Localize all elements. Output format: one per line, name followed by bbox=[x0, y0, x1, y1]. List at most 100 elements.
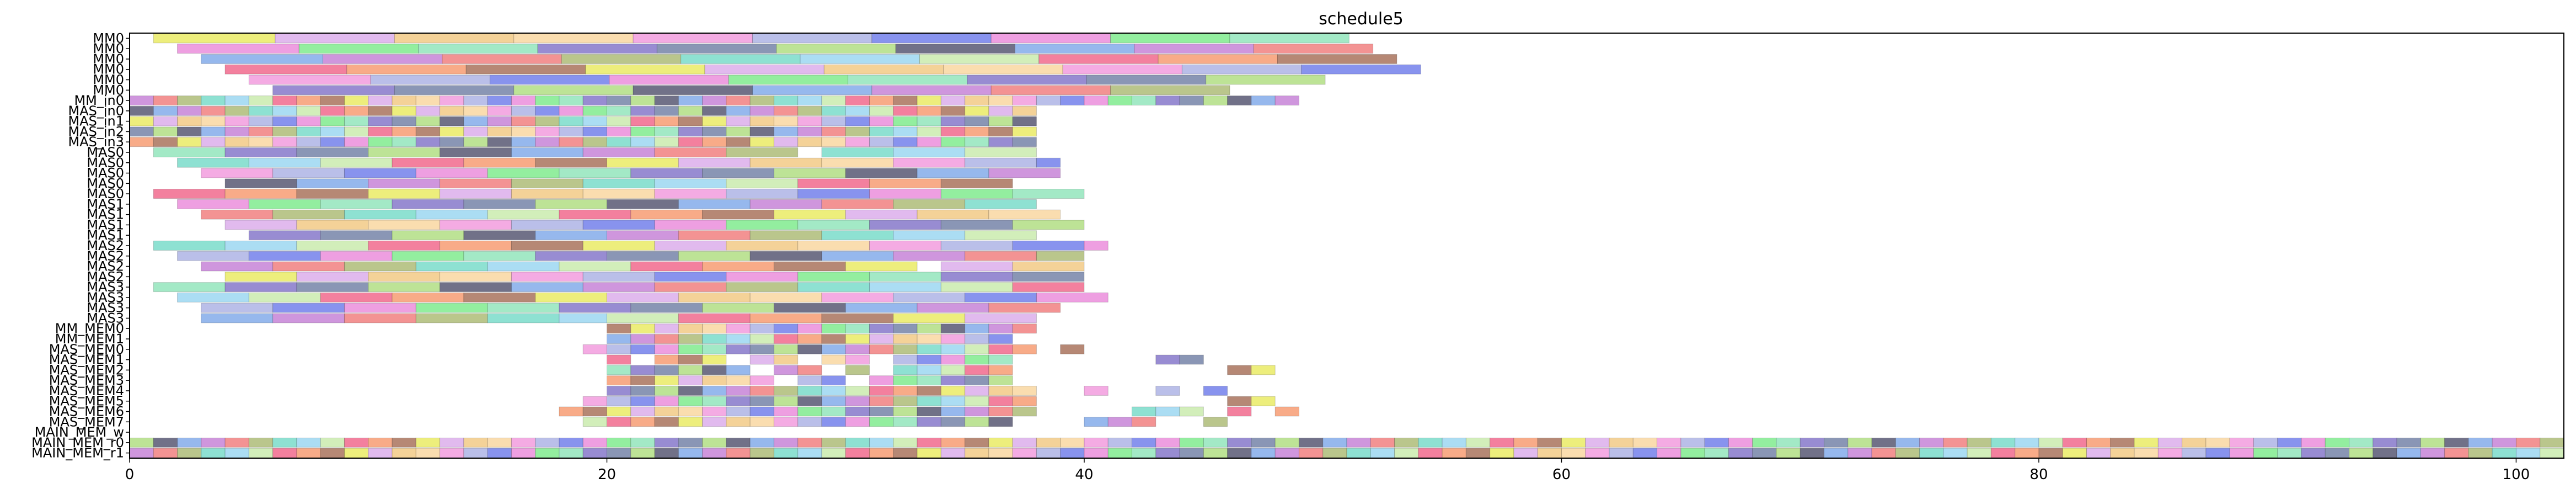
task-bar bbox=[1060, 437, 1085, 448]
task-bar bbox=[1203, 385, 1228, 396]
task-bar bbox=[821, 385, 846, 396]
task-bar bbox=[940, 344, 966, 354]
task-bar bbox=[559, 313, 607, 323]
task-bar bbox=[177, 116, 202, 126]
task-bar bbox=[1012, 220, 1085, 230]
task-bar bbox=[1465, 448, 1491, 458]
task-bar bbox=[773, 334, 799, 344]
task-bar bbox=[797, 282, 870, 293]
task-bar bbox=[2468, 437, 2493, 448]
task-bar bbox=[940, 282, 1013, 293]
task-bar bbox=[773, 417, 799, 427]
task-bar bbox=[869, 241, 941, 251]
task-bar bbox=[726, 406, 751, 417]
task-bar bbox=[296, 437, 321, 448]
task-bar bbox=[2015, 437, 2039, 448]
task-bar bbox=[1847, 437, 1872, 448]
task-bar bbox=[415, 95, 441, 106]
task-bar bbox=[248, 75, 371, 85]
task-bar bbox=[201, 448, 226, 458]
task-bar bbox=[320, 157, 393, 168]
y-tick-label: MAS_MEM4 bbox=[49, 383, 124, 399]
task-bar bbox=[153, 137, 178, 147]
task-bar bbox=[606, 230, 679, 241]
task-bar bbox=[990, 85, 1111, 95]
task-bar bbox=[940, 448, 966, 458]
task-bar bbox=[272, 261, 345, 272]
task-bar bbox=[320, 137, 345, 147]
task-bar bbox=[726, 385, 751, 396]
task-bar bbox=[869, 417, 894, 427]
task-bar bbox=[368, 189, 441, 199]
task-bar bbox=[1274, 437, 1299, 448]
task-bar bbox=[368, 448, 393, 458]
task-bar bbox=[296, 282, 369, 293]
task-bar bbox=[869, 272, 941, 282]
task-bar bbox=[2182, 448, 2207, 458]
task-bar bbox=[845, 302, 918, 313]
task-bar bbox=[726, 126, 751, 137]
task-bar bbox=[797, 448, 822, 458]
task-bar bbox=[1132, 406, 1156, 417]
y-tick-label: MAS0 bbox=[87, 186, 124, 201]
task-bar bbox=[797, 406, 822, 417]
task-bar bbox=[917, 448, 941, 458]
task-bar bbox=[535, 448, 560, 458]
task-bar bbox=[368, 147, 441, 157]
task-bar bbox=[1990, 448, 2016, 458]
task-bar bbox=[917, 365, 941, 375]
task-bar bbox=[654, 95, 679, 106]
task-bar bbox=[296, 95, 321, 106]
task-bar bbox=[201, 261, 274, 272]
task-bar bbox=[630, 126, 655, 137]
task-bar bbox=[535, 105, 560, 116]
task-bar bbox=[2349, 448, 2374, 458]
task-bar bbox=[489, 75, 610, 85]
task-bar bbox=[129, 137, 154, 147]
task-bar bbox=[654, 105, 679, 116]
task-bar bbox=[821, 251, 894, 261]
task-bar bbox=[606, 292, 679, 302]
task-bar bbox=[797, 272, 870, 282]
task-bar bbox=[224, 282, 297, 293]
task-bar bbox=[463, 126, 488, 137]
task-bar bbox=[893, 344, 918, 354]
task-bar bbox=[702, 105, 727, 116]
task-bar bbox=[678, 157, 751, 168]
task-bar bbox=[415, 209, 488, 220]
task-bar bbox=[893, 95, 918, 106]
task-bar bbox=[1490, 448, 1514, 458]
task-bar bbox=[344, 95, 369, 106]
task-bar bbox=[773, 406, 799, 417]
task-bar bbox=[272, 116, 297, 126]
task-bar bbox=[940, 417, 966, 427]
task-bar bbox=[272, 105, 297, 116]
task-bar bbox=[368, 116, 393, 126]
task-bar bbox=[869, 375, 894, 386]
task-bar bbox=[967, 75, 1087, 85]
task-bar bbox=[1012, 448, 1037, 458]
task-bar bbox=[821, 116, 846, 126]
task-bar bbox=[582, 105, 607, 116]
task-bar bbox=[749, 313, 822, 323]
y-tick-label: MM0 bbox=[93, 41, 124, 56]
y-tick-label: MAS_in0 bbox=[68, 103, 124, 119]
y-tick-label: MM0 bbox=[93, 30, 124, 46]
task-bar bbox=[1943, 448, 1968, 458]
task-bar bbox=[368, 137, 393, 147]
task-bar bbox=[893, 354, 918, 365]
task-bar bbox=[630, 302, 703, 313]
task-bar bbox=[893, 365, 918, 375]
task-bar bbox=[463, 116, 488, 126]
task-bar bbox=[224, 437, 249, 448]
task-bar bbox=[1277, 54, 1397, 64]
task-bar bbox=[821, 406, 846, 417]
task-bar bbox=[797, 105, 822, 116]
y-tick-label: MAS2 bbox=[87, 259, 124, 274]
task-bar bbox=[153, 448, 178, 458]
task-bar bbox=[1657, 448, 1681, 458]
x-tick-label: 100 bbox=[2503, 466, 2530, 483]
task-bar bbox=[415, 437, 441, 448]
task-bar bbox=[606, 437, 631, 448]
